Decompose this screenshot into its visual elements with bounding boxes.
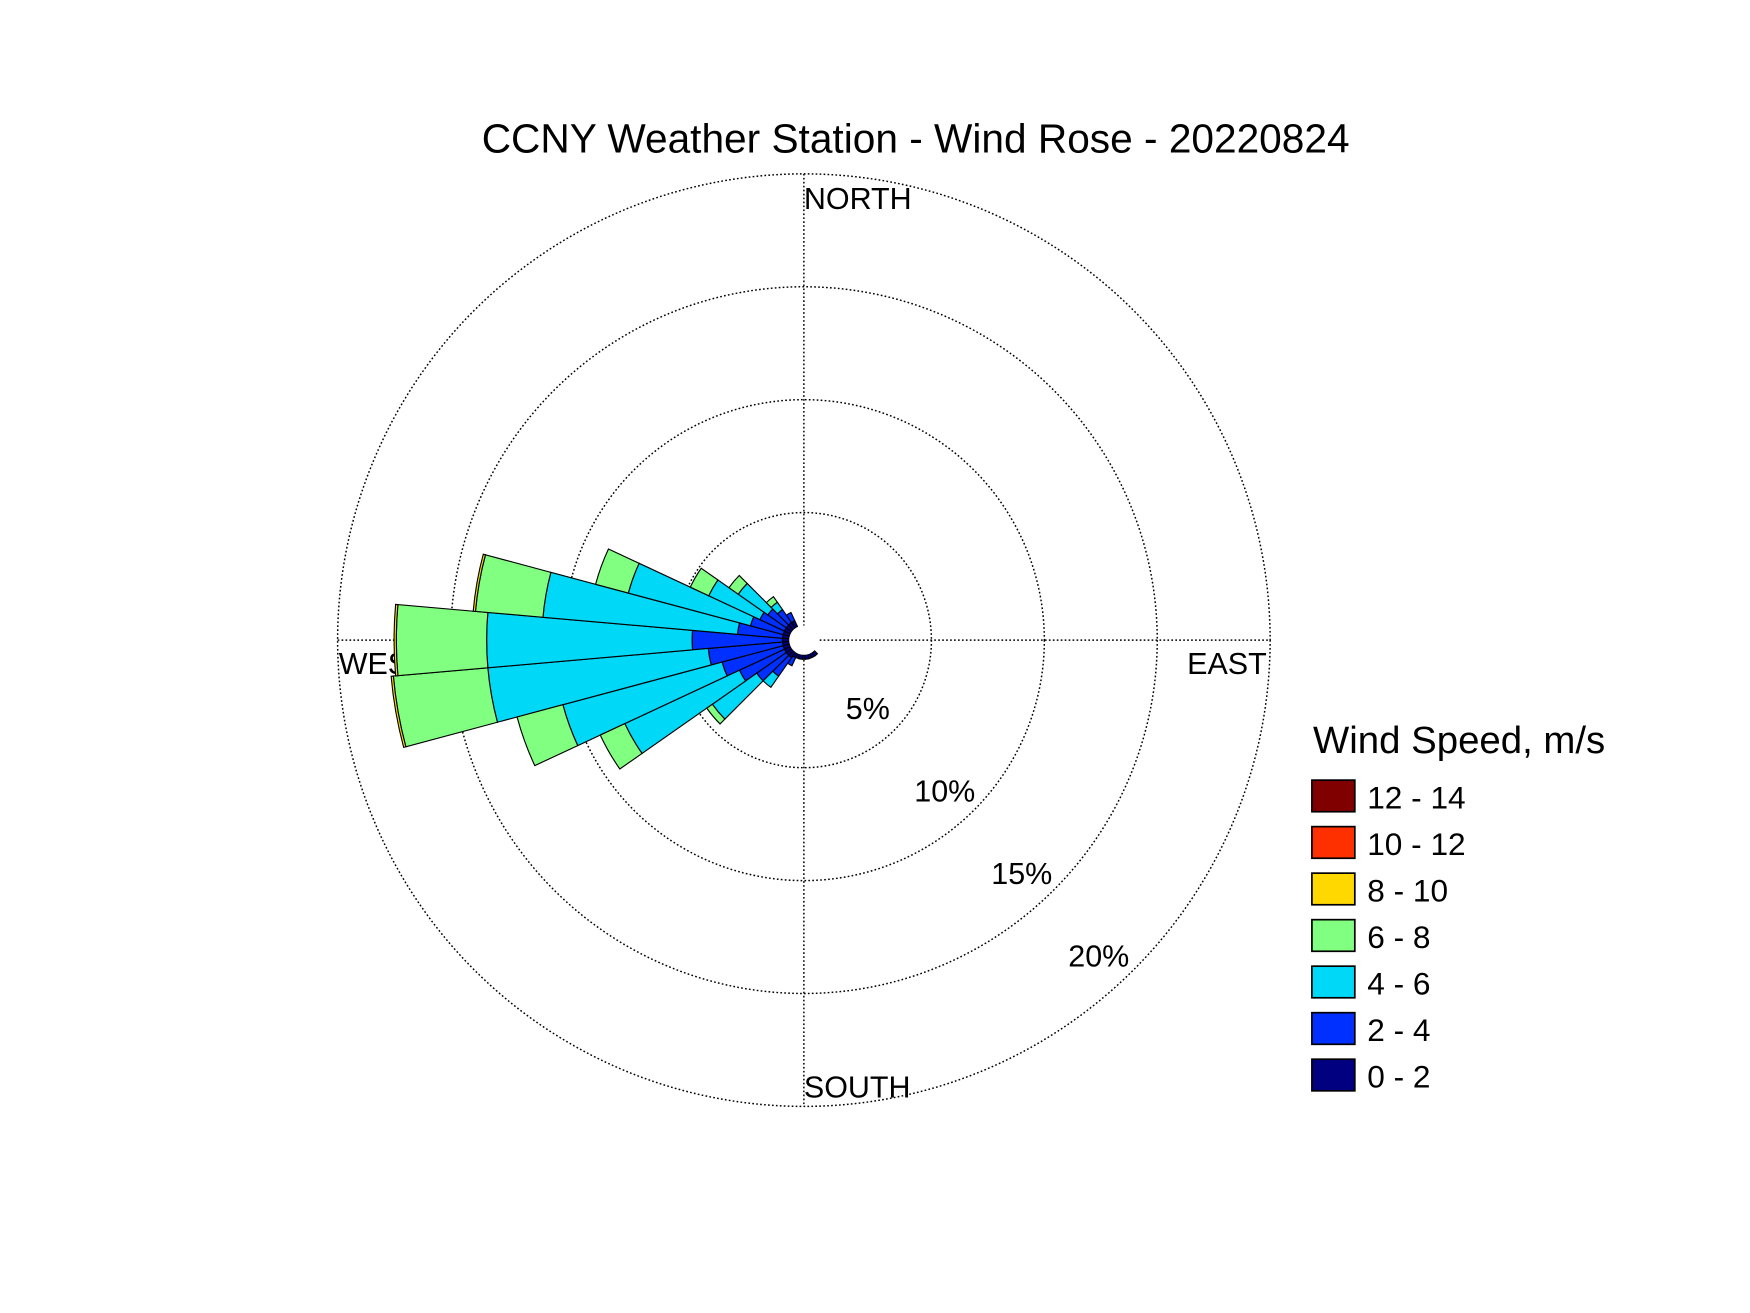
compass-label: SOUTH — [804, 1070, 911, 1104]
legend-label: 0 - 2 — [1367, 1058, 1430, 1094]
wedge — [599, 722, 643, 770]
wedge — [516, 704, 579, 767]
legend-swatch — [1311, 1058, 1356, 1092]
wedge — [393, 603, 399, 677]
wedge — [395, 603, 489, 677]
legend-label: 4 - 6 — [1367, 965, 1430, 1001]
r-tick-label: 20% — [1068, 940, 1129, 974]
center-hole — [789, 625, 819, 655]
compass-label: NORTH — [804, 182, 912, 216]
legend-label: 12 - 14 — [1367, 779, 1465, 815]
legend-label: 8 - 10 — [1367, 872, 1448, 908]
grid-ring — [336, 173, 1271, 1108]
wedge — [728, 574, 748, 595]
r-tick-label: 5% — [846, 692, 890, 726]
wedge — [705, 703, 726, 725]
r-tick-label: 10% — [914, 774, 975, 808]
wedge — [765, 595, 779, 609]
legend-title: Wind Speed, m/s — [1313, 719, 1605, 762]
legend-swatch — [1311, 779, 1356, 813]
wedge — [785, 611, 796, 624]
legend-label: 6 - 8 — [1367, 919, 1430, 955]
legend-swatch — [1311, 872, 1356, 906]
legend-swatch — [1311, 825, 1356, 860]
compass-label: EAST — [1187, 647, 1267, 681]
legend-swatch — [1311, 965, 1356, 999]
wedge — [390, 675, 407, 749]
r-tick-label: 15% — [991, 857, 1052, 891]
wedge — [689, 567, 719, 597]
wedge — [472, 553, 487, 613]
chart-title: CCNY Weather Station - Wind Rose - 20220… — [482, 115, 1350, 161]
legend-label: 2 - 4 — [1367, 1012, 1430, 1048]
legend-swatch — [1311, 918, 1356, 953]
legend-swatch — [1311, 1011, 1356, 1046]
wedge — [594, 548, 640, 594]
legend-label: 10 - 12 — [1367, 826, 1465, 862]
